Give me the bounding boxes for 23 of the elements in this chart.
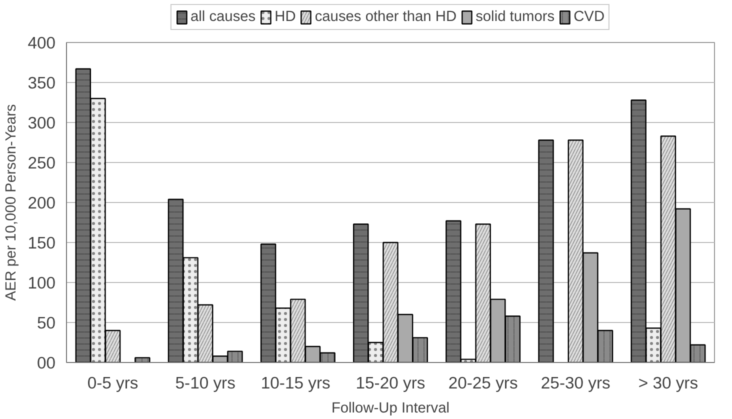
x-tick-label: 15-20 yrs	[356, 374, 426, 392]
x-tick-label: 0-5 yrs	[87, 374, 138, 392]
y-tick-label: 100	[28, 274, 56, 292]
x-tick-label: 10-15 yrs	[260, 374, 330, 392]
y-tick-label: 400	[28, 34, 56, 52]
x-tick-label: > 30 yrs	[638, 374, 698, 392]
legend-label: CVD	[574, 9, 605, 25]
legend-label: solid tumors	[476, 9, 555, 25]
y-tick-label: 150	[28, 234, 56, 252]
y-tick-label: 300	[28, 114, 56, 132]
x-tick-label: 5-10 yrs	[175, 374, 236, 392]
y-axis-title: AER per 10,000 Person-Years	[4, 104, 20, 301]
x-axis-title: Follow-Up Interval	[331, 400, 450, 416]
legend-label: all causes	[190, 9, 256, 25]
x-tick-label: 20-25 yrs	[448, 374, 518, 392]
y-tick-label: 200	[28, 194, 56, 212]
y-tick-label: 350	[28, 74, 56, 92]
y-tick-label: 250	[28, 154, 56, 172]
legend-label: HD	[274, 9, 296, 25]
y-tick-label: 50	[36, 314, 56, 332]
legend-label: causes other than HD	[314, 9, 457, 25]
x-tick-label: 25-30 yrs	[540, 374, 610, 392]
y-tick-label: 00	[36, 354, 56, 372]
